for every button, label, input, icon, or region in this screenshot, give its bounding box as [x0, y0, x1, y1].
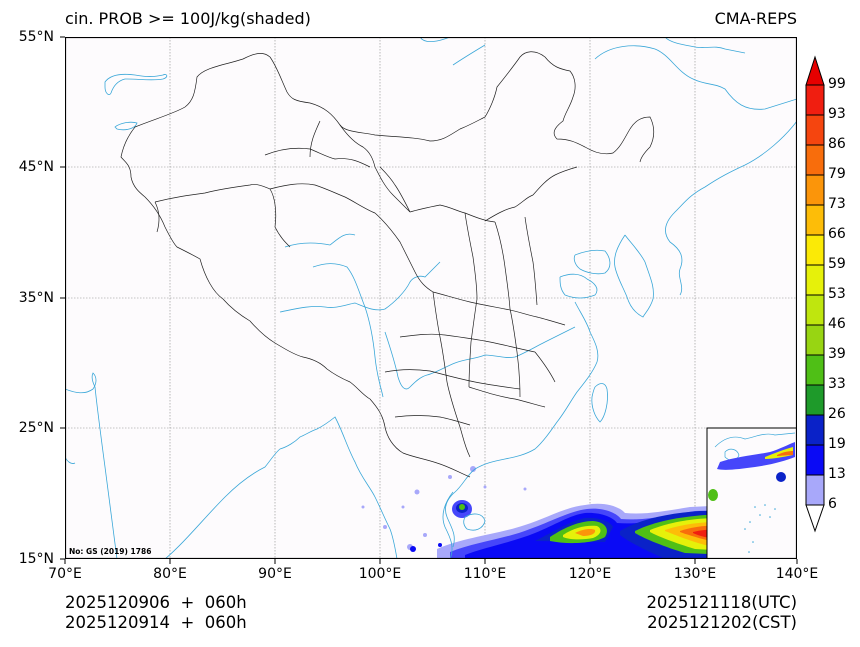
colorbar-tick: 46 [828, 316, 846, 332]
colorbar-tick: 26 [828, 406, 846, 422]
colorbar-tick: 13 [828, 466, 846, 482]
lon-tick-100: 100°E [358, 566, 402, 582]
lon-tick-110: 110°E [463, 566, 507, 582]
lon-tick-120: 120°E [568, 566, 612, 582]
lon-tick-140: 140°E [775, 566, 819, 582]
init-time-utc: 2025120906 + 060h [65, 593, 247, 612]
lon-tick-80: 80°E [153, 566, 187, 582]
grid-lines [65, 37, 797, 559]
forecast-init-times: 2025120906 + 060h 2025120914 + 060h [65, 593, 247, 633]
map-approval-number: No: GS (2019) 1786 [69, 547, 152, 556]
valid-time-cst: 2025121202(CST) [647, 613, 797, 632]
colorbar-tick: 59 [828, 256, 846, 272]
colorbar-tick: 66 [828, 226, 846, 242]
lon-tick-70: 70°E [48, 566, 82, 582]
coastlines [65, 37, 797, 559]
colorbar-tick: 6 [828, 496, 837, 512]
map-title: cin. PROB >= 100J/kg(shaded) [65, 9, 311, 28]
colorbar-tick: 33 [828, 376, 846, 392]
colorbar-under-arrow [805, 504, 825, 533]
map-plot-area[interactable] [65, 37, 797, 559]
lat-tick-55: 55°N [18, 29, 54, 45]
boundaries [120, 51, 655, 478]
lat-tick-35: 35°N [18, 290, 54, 306]
colorbar-tick: 19 [828, 436, 846, 452]
colorbar-tick: 86 [828, 136, 846, 152]
lat-tick-15: 15°N [18, 551, 54, 567]
colorbar-tick: 79 [828, 166, 846, 182]
forecast-valid-times: 2025121118(UTC) 2025121202(CST) [646, 593, 797, 633]
colorbar-tick: 99 [828, 76, 846, 92]
colorbar-tick: 73 [828, 196, 846, 212]
colorbar-tick: 93 [828, 106, 846, 122]
lon-tick-90: 90°E [258, 566, 292, 582]
valid-time-utc: 2025121118(UTC) [646, 593, 797, 612]
init-time-cst: 2025120914 + 060h [65, 613, 247, 632]
colorbar-tick: 39 [828, 346, 846, 362]
colorbar-over-arrow [805, 55, 825, 86]
colorbar-tick: 53 [828, 286, 846, 302]
lat-tick-25: 25°N [18, 420, 54, 436]
lon-tick-130: 130°E [673, 566, 717, 582]
model-name: CMA-REPS [714, 9, 797, 28]
lat-tick-45: 45°N [18, 159, 54, 175]
colorbar [805, 55, 825, 533]
south-china-sea-inset [706, 427, 797, 559]
